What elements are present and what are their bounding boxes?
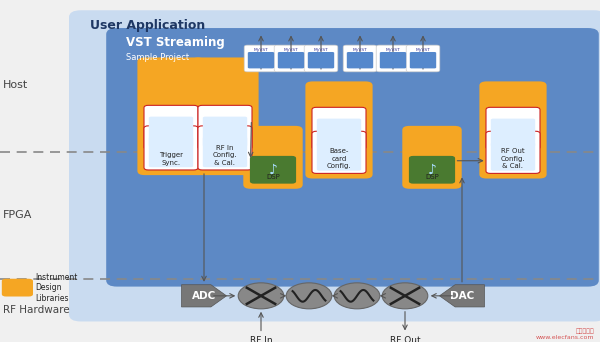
- FancyBboxPatch shape: [376, 45, 410, 72]
- FancyBboxPatch shape: [278, 52, 304, 68]
- FancyBboxPatch shape: [144, 126, 198, 170]
- Polygon shape: [439, 285, 485, 307]
- FancyBboxPatch shape: [144, 105, 198, 149]
- FancyBboxPatch shape: [69, 10, 600, 321]
- Text: MyVST: MyVST: [314, 48, 328, 52]
- Circle shape: [238, 283, 284, 309]
- FancyBboxPatch shape: [486, 131, 540, 173]
- FancyBboxPatch shape: [406, 45, 440, 72]
- Text: RF Out
Config.
& Cal.: RF Out Config. & Cal.: [500, 148, 526, 169]
- FancyBboxPatch shape: [149, 117, 193, 147]
- FancyBboxPatch shape: [312, 107, 366, 149]
- FancyBboxPatch shape: [137, 57, 205, 175]
- FancyBboxPatch shape: [304, 45, 338, 72]
- FancyBboxPatch shape: [347, 52, 373, 68]
- Text: MyVST: MyVST: [254, 48, 268, 52]
- FancyBboxPatch shape: [403, 126, 462, 189]
- FancyBboxPatch shape: [409, 156, 455, 184]
- FancyBboxPatch shape: [198, 105, 252, 149]
- FancyBboxPatch shape: [343, 45, 377, 72]
- FancyBboxPatch shape: [491, 143, 535, 171]
- Text: ♪: ♪: [269, 163, 277, 177]
- FancyBboxPatch shape: [317, 119, 361, 147]
- Circle shape: [382, 283, 428, 309]
- FancyBboxPatch shape: [248, 52, 274, 68]
- FancyBboxPatch shape: [250, 156, 296, 184]
- FancyBboxPatch shape: [305, 81, 373, 179]
- FancyBboxPatch shape: [106, 28, 599, 287]
- Text: User Application: User Application: [90, 19, 205, 32]
- Text: Trigger
Sync.: Trigger Sync.: [159, 153, 183, 166]
- Text: DAC: DAC: [450, 291, 474, 301]
- FancyBboxPatch shape: [308, 52, 334, 68]
- FancyBboxPatch shape: [191, 57, 259, 175]
- Text: Instrument
Design
Libraries: Instrument Design Libraries: [35, 273, 77, 303]
- FancyBboxPatch shape: [203, 117, 247, 147]
- Text: DSP: DSP: [266, 173, 280, 180]
- FancyBboxPatch shape: [198, 126, 252, 170]
- Text: 电子发烧友
www.elecfans.com: 电子发烧友 www.elecfans.com: [536, 329, 594, 340]
- Polygon shape: [182, 285, 227, 307]
- Text: DSP: DSP: [425, 173, 439, 180]
- Text: MyVST: MyVST: [284, 48, 298, 52]
- Text: MyVST: MyVST: [416, 48, 430, 52]
- FancyBboxPatch shape: [312, 131, 366, 173]
- Text: ♪: ♪: [428, 163, 436, 177]
- FancyBboxPatch shape: [274, 45, 308, 72]
- Text: RF Out: RF Out: [389, 336, 421, 342]
- FancyBboxPatch shape: [410, 52, 436, 68]
- FancyBboxPatch shape: [380, 52, 406, 68]
- FancyBboxPatch shape: [244, 45, 278, 72]
- Circle shape: [286, 283, 332, 309]
- Text: FPGA: FPGA: [3, 210, 32, 221]
- Text: RF In
Config.
& Cal.: RF In Config. & Cal.: [212, 145, 238, 166]
- FancyBboxPatch shape: [2, 279, 33, 297]
- FancyBboxPatch shape: [149, 137, 193, 167]
- FancyBboxPatch shape: [203, 137, 247, 167]
- FancyBboxPatch shape: [317, 143, 361, 171]
- FancyBboxPatch shape: [491, 119, 535, 147]
- Text: VST Streaming: VST Streaming: [126, 36, 225, 49]
- Text: Host: Host: [3, 80, 28, 90]
- Circle shape: [334, 283, 380, 309]
- Text: Sample Project: Sample Project: [126, 53, 189, 62]
- Text: MyVST: MyVST: [353, 48, 367, 52]
- Text: RF In: RF In: [250, 336, 272, 342]
- Text: Base-
card
Config.: Base- card Config.: [326, 148, 352, 169]
- FancyBboxPatch shape: [244, 126, 303, 189]
- Text: RF Hardware: RF Hardware: [3, 305, 70, 315]
- Text: ADC: ADC: [192, 291, 216, 301]
- FancyBboxPatch shape: [479, 81, 547, 179]
- FancyBboxPatch shape: [486, 107, 540, 149]
- Text: MyVST: MyVST: [386, 48, 400, 52]
